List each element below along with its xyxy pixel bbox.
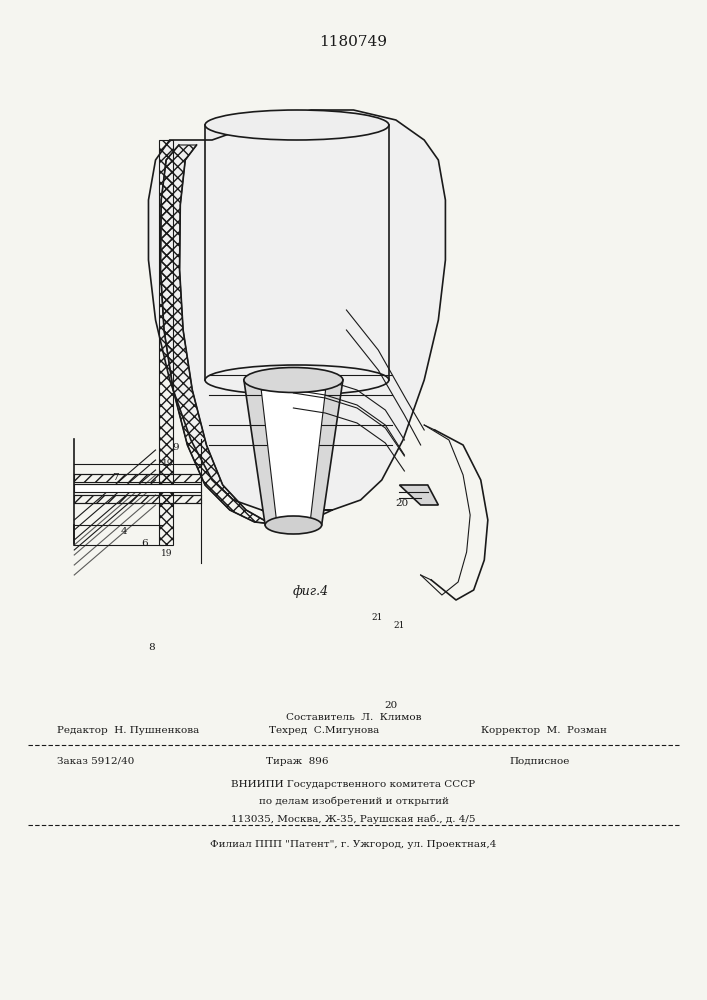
Text: Подписное: Подписное [509,757,569,766]
Text: ВНИИПИ Государственного комитета СССР: ВНИИПИ Государственного комитета СССР [231,780,476,789]
Text: 20: 20 [395,498,408,508]
Text: 21: 21 [393,620,404,630]
Text: Техред  С.Мигунова: Техред С.Мигунова [269,726,379,735]
Polygon shape [148,110,445,525]
Text: 6: 6 [141,540,148,548]
Ellipse shape [265,516,322,534]
Polygon shape [244,380,343,525]
Text: Филиал ППП "Патент", г. Ужгород, ул. Проектная,4: Филиал ППП "Патент", г. Ужгород, ул. Про… [210,840,497,849]
Text: по делам изобретений и открытий: по делам изобретений и открытий [259,797,448,806]
Ellipse shape [244,367,343,392]
Text: 19: 19 [161,548,173,558]
Polygon shape [262,390,325,520]
Text: фиг.4: фиг.4 [293,585,329,598]
Text: 8: 8 [148,644,155,652]
Text: Тираж  896: Тираж 896 [266,757,328,766]
Text: 9: 9 [172,442,179,452]
Text: Редактор  Н. Пушненкова: Редактор Н. Пушненкова [57,726,199,735]
Text: Заказ 5912/40: Заказ 5912/40 [57,757,134,766]
Ellipse shape [205,110,389,140]
Text: 20: 20 [385,700,397,710]
Text: 21: 21 [372,613,383,622]
Text: 7: 7 [112,473,119,482]
Text: 19: 19 [162,458,173,468]
Text: 4: 4 [120,528,127,536]
Text: Корректор  М.  Розман: Корректор М. Розман [481,726,607,735]
Text: Составитель  Л.  Климов: Составитель Л. Климов [286,713,421,722]
Text: 113035, Москва, Ж-35, Раушская наб., д. 4/5: 113035, Москва, Ж-35, Раушская наб., д. … [231,814,476,824]
Polygon shape [399,485,438,505]
Polygon shape [74,484,201,492]
Polygon shape [205,125,389,380]
Text: 1180749: 1180749 [320,35,387,49]
